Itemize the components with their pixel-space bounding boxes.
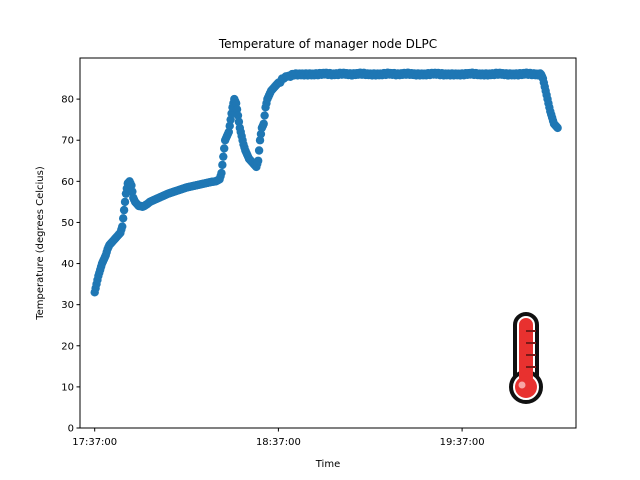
data-point bbox=[233, 111, 243, 120]
y-tick-label: 80 bbox=[61, 95, 74, 106]
data-point bbox=[220, 144, 229, 153]
plot-frame bbox=[79, 57, 577, 429]
x-tick-label: 17:37:00 bbox=[72, 437, 117, 448]
y-tick-label: 20 bbox=[61, 341, 74, 352]
y-tick-label: 60 bbox=[61, 177, 74, 188]
plot-area bbox=[90, 68, 562, 297]
data-point bbox=[118, 222, 127, 231]
data-point bbox=[253, 156, 263, 165]
data-point bbox=[255, 136, 265, 145]
thermometer-icon bbox=[509, 312, 543, 404]
chart-title: Temperature of manager node DLPC bbox=[218, 37, 437, 51]
data-point bbox=[127, 181, 136, 190]
data-point bbox=[118, 214, 128, 223]
data-point bbox=[224, 127, 233, 137]
y-tick-label: 40 bbox=[61, 259, 74, 270]
data-point bbox=[226, 115, 235, 124]
x-tick-label: 18:37:00 bbox=[256, 437, 301, 448]
data-point bbox=[260, 111, 269, 120]
data-point bbox=[259, 119, 268, 128]
x-axis: 17:37:00 18:37:00 19:37:00 bbox=[72, 428, 485, 448]
data-point bbox=[225, 121, 234, 131]
data-point bbox=[120, 197, 130, 207]
y-tick-label: 0 bbox=[68, 424, 74, 435]
data-point bbox=[217, 168, 226, 178]
data-point bbox=[219, 152, 228, 161]
y-tick-label: 10 bbox=[61, 382, 74, 393]
y-axis-label: Temperature (degrees Celcius) bbox=[35, 166, 46, 321]
data-point bbox=[232, 105, 242, 114]
x-axis-label: Time bbox=[315, 459, 340, 470]
y-tick-label: 50 bbox=[61, 218, 74, 229]
data-point bbox=[218, 160, 227, 170]
data-point bbox=[231, 99, 241, 108]
y-axis: 0 10 20 30 40 50 60 70 80 bbox=[61, 95, 80, 435]
x-tick-label: 19:37:00 bbox=[440, 437, 485, 448]
data-point bbox=[119, 205, 129, 215]
y-tick-label: 70 bbox=[61, 136, 74, 147]
data-point bbox=[256, 129, 266, 139]
data-point bbox=[254, 146, 264, 155]
data-point bbox=[128, 187, 137, 196]
data-point bbox=[553, 123, 562, 133]
y-tick-label: 30 bbox=[61, 300, 74, 311]
data-point bbox=[234, 117, 244, 126]
